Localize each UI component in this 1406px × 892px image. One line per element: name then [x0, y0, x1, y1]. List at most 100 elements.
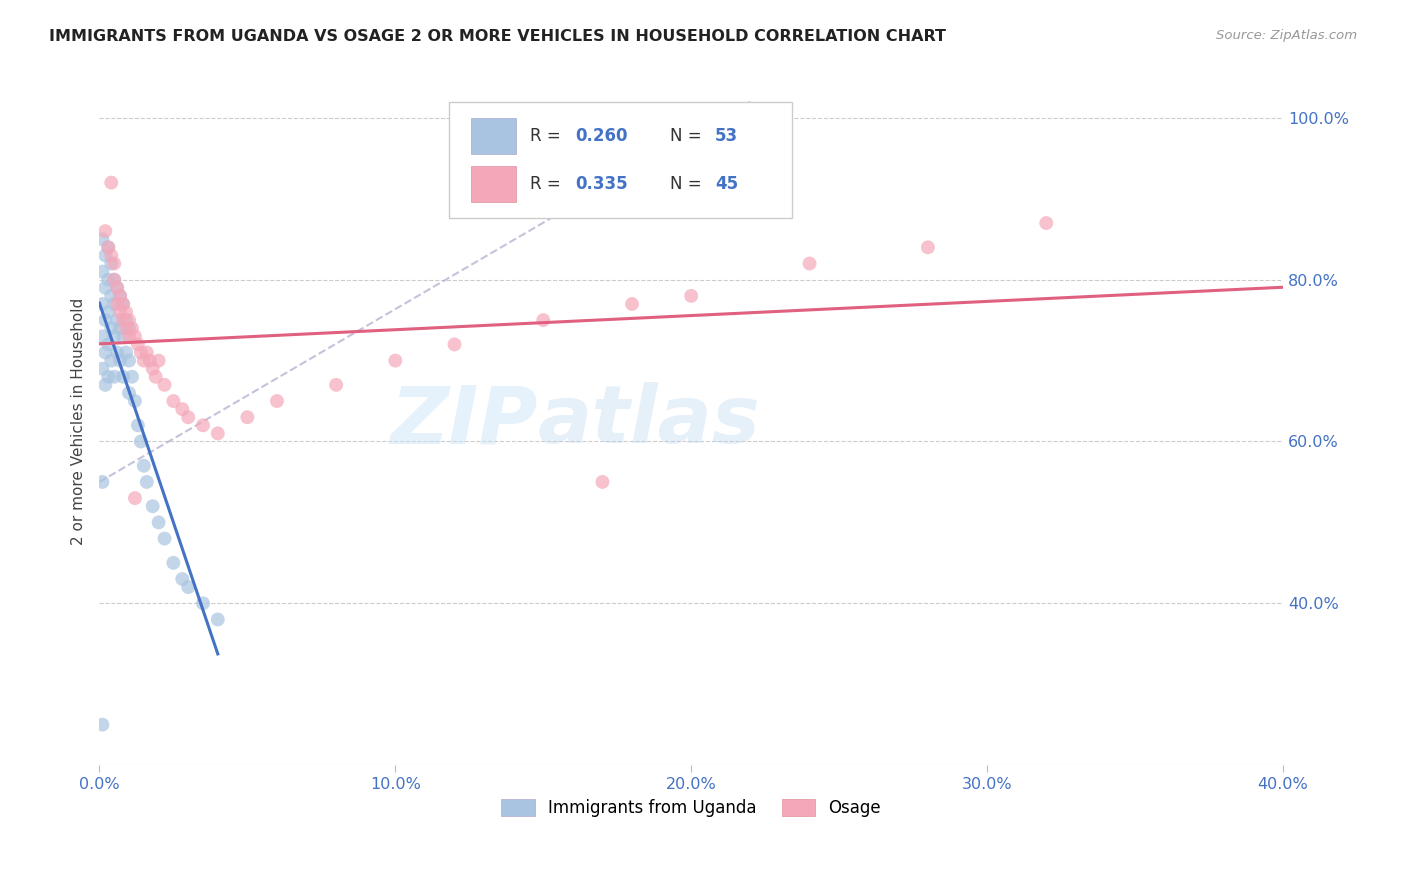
- Point: [108, 321, 131, 335]
- Point: [97, 369, 120, 384]
- Point: [115, 313, 138, 327]
- Point: [135, 475, 157, 489]
- Point: [108, 289, 131, 303]
- Point: [115, 305, 138, 319]
- Point: [124, 329, 146, 343]
- Point: [177, 580, 200, 594]
- Point: [105, 313, 128, 327]
- Point: [153, 532, 176, 546]
- Point: [236, 410, 259, 425]
- Point: [108, 289, 131, 303]
- Point: [325, 377, 347, 392]
- Point: [148, 516, 170, 530]
- FancyBboxPatch shape: [471, 118, 516, 153]
- Text: N =: N =: [669, 175, 707, 193]
- Point: [177, 410, 200, 425]
- Point: [91, 264, 114, 278]
- Text: atlas: atlas: [537, 383, 761, 460]
- Point: [97, 305, 120, 319]
- Point: [121, 369, 143, 384]
- Point: [97, 240, 120, 254]
- Point: [162, 394, 184, 409]
- Point: [103, 297, 125, 311]
- Point: [103, 273, 125, 287]
- Point: [681, 289, 703, 303]
- Point: [91, 232, 114, 246]
- Y-axis label: 2 or more Vehicles in Household: 2 or more Vehicles in Household: [72, 298, 86, 545]
- Point: [142, 500, 165, 514]
- Text: R =: R =: [530, 175, 567, 193]
- Point: [172, 572, 194, 586]
- Point: [207, 426, 229, 441]
- Text: 0.335: 0.335: [575, 175, 628, 193]
- Point: [384, 353, 406, 368]
- Point: [132, 353, 155, 368]
- Point: [266, 394, 288, 409]
- Point: [94, 224, 117, 238]
- Point: [103, 273, 125, 287]
- Point: [127, 418, 149, 433]
- Point: [105, 345, 128, 359]
- Point: [94, 248, 117, 262]
- Point: [100, 248, 122, 262]
- Point: [100, 289, 122, 303]
- Point: [118, 321, 141, 335]
- Point: [917, 240, 939, 254]
- Point: [108, 305, 131, 319]
- Point: [129, 434, 152, 449]
- Point: [172, 402, 194, 417]
- Point: [115, 345, 138, 359]
- Text: 53: 53: [714, 127, 738, 145]
- Point: [145, 369, 167, 384]
- Point: [97, 337, 120, 351]
- Point: [112, 329, 135, 343]
- Point: [97, 240, 120, 254]
- FancyBboxPatch shape: [449, 102, 792, 219]
- Point: [443, 337, 465, 351]
- Text: 45: 45: [714, 175, 738, 193]
- Point: [191, 418, 214, 433]
- Point: [91, 297, 114, 311]
- Point: [105, 281, 128, 295]
- Point: [132, 458, 155, 473]
- Point: [103, 256, 125, 270]
- Point: [121, 321, 143, 335]
- Point: [91, 475, 114, 489]
- Point: [531, 313, 554, 327]
- Point: [142, 361, 165, 376]
- Point: [103, 369, 125, 384]
- Point: [100, 176, 122, 190]
- Point: [97, 273, 120, 287]
- Text: ZIP: ZIP: [389, 383, 537, 460]
- Point: [162, 556, 184, 570]
- Point: [94, 345, 117, 359]
- Text: IMMIGRANTS FROM UGANDA VS OSAGE 2 OR MORE VEHICLES IN HOUSEHOLD CORRELATION CHAR: IMMIGRANTS FROM UGANDA VS OSAGE 2 OR MOR…: [49, 29, 946, 44]
- Point: [112, 297, 135, 311]
- Point: [100, 321, 122, 335]
- Point: [118, 353, 141, 368]
- Point: [138, 353, 160, 368]
- Point: [124, 491, 146, 505]
- Point: [108, 353, 131, 368]
- Point: [91, 329, 114, 343]
- Point: [118, 329, 141, 343]
- Point: [153, 377, 176, 392]
- Text: R =: R =: [530, 127, 567, 145]
- Point: [112, 313, 135, 327]
- Point: [207, 612, 229, 626]
- Point: [124, 394, 146, 409]
- Point: [1035, 216, 1057, 230]
- Point: [621, 297, 644, 311]
- FancyBboxPatch shape: [471, 166, 516, 202]
- Point: [127, 337, 149, 351]
- Legend: Immigrants from Uganda, Osage: Immigrants from Uganda, Osage: [495, 792, 887, 823]
- Text: 0.260: 0.260: [575, 127, 627, 145]
- Point: [100, 256, 122, 270]
- Point: [118, 313, 141, 327]
- Point: [112, 369, 135, 384]
- Point: [118, 386, 141, 401]
- Point: [112, 297, 135, 311]
- Point: [591, 475, 613, 489]
- Point: [103, 329, 125, 343]
- Point: [799, 256, 821, 270]
